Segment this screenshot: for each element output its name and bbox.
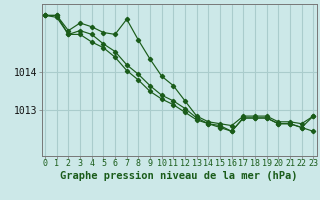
- X-axis label: Graphe pression niveau de la mer (hPa): Graphe pression niveau de la mer (hPa): [60, 171, 298, 181]
